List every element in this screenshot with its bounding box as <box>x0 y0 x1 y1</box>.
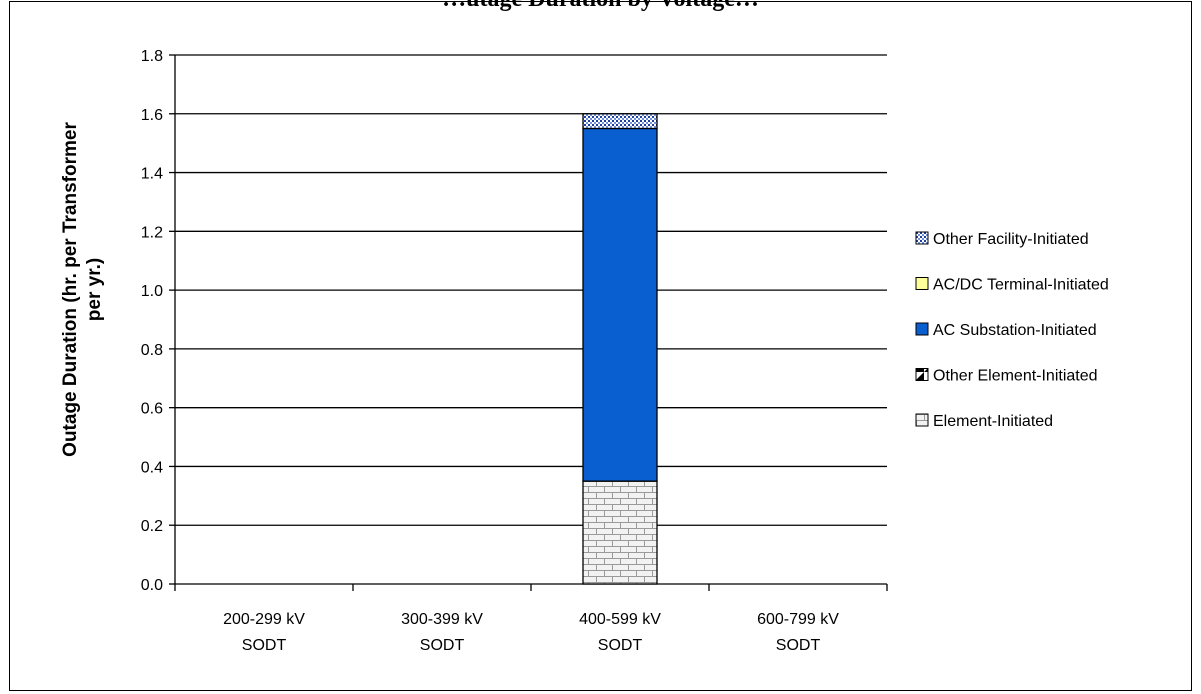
x-tick-label: 200-299 kV <box>223 611 305 628</box>
x-tick-label: SODT <box>242 637 287 654</box>
y-tick-label: 1.8 <box>141 48 163 65</box>
y-tick-label: 0.6 <box>141 401 163 418</box>
legend-label: AC Substation-Initiated <box>933 322 1097 339</box>
y-tick-label: 0.2 <box>141 518 163 535</box>
x-tick-label: SODT <box>776 637 821 654</box>
x-tick-label: 600-799 kV <box>757 611 839 628</box>
y-tick-label: 1.6 <box>141 107 163 124</box>
legend-label: Element-Initiated <box>933 413 1053 430</box>
y-tick-label: 0.0 <box>141 577 163 594</box>
x-tick-label: 300-399 kV <box>401 611 483 628</box>
x-tick-label: SODT <box>420 637 465 654</box>
legend-label: AC/DC Terminal-Initiated <box>933 277 1109 294</box>
bars <box>582 113 658 585</box>
gridlines <box>175 54 887 526</box>
chart-frame <box>9 1 1192 691</box>
x-tick-label: 400-599 kV <box>579 611 661 628</box>
legend-swatch <box>915 322 929 336</box>
legend-label: Other Element-Initiated <box>933 368 1098 385</box>
y-tick-label: 0.4 <box>141 459 163 476</box>
y-axis-label: Outage Duration (hr. per Transformer <box>60 122 81 457</box>
legend-label: Other Facility-Initiated <box>933 231 1089 248</box>
y-axis-label: per yr.) <box>84 258 105 321</box>
bar-segment <box>582 480 658 585</box>
legend-swatch <box>915 231 929 245</box>
legend-swatch <box>915 368 929 381</box>
axis-labels: 0.0 0.2 0.4 0.6 0.8 1.0 1.2 1.4 1.6 1.8 200-299 kV… <box>60 48 839 654</box>
y-tick-label: 1.2 <box>141 224 163 241</box>
legend-swatch <box>915 277 929 290</box>
y-tick-label: 1.4 <box>141 166 163 183</box>
axes <box>169 54 888 591</box>
y-tick-label: 0.8 <box>141 342 163 359</box>
y-tick-label: 1.0 <box>141 283 163 300</box>
bar-segment <box>582 113 658 130</box>
legend-swatch <box>915 413 929 427</box>
legend: Other Facility-Initiated AC/DC Terminal-I… <box>915 231 1109 430</box>
chart-title: …utage Duration by Voltage… <box>0 0 1201 13</box>
x-tick-label: SODT <box>598 637 643 654</box>
bar-segment <box>582 127 658 482</box>
